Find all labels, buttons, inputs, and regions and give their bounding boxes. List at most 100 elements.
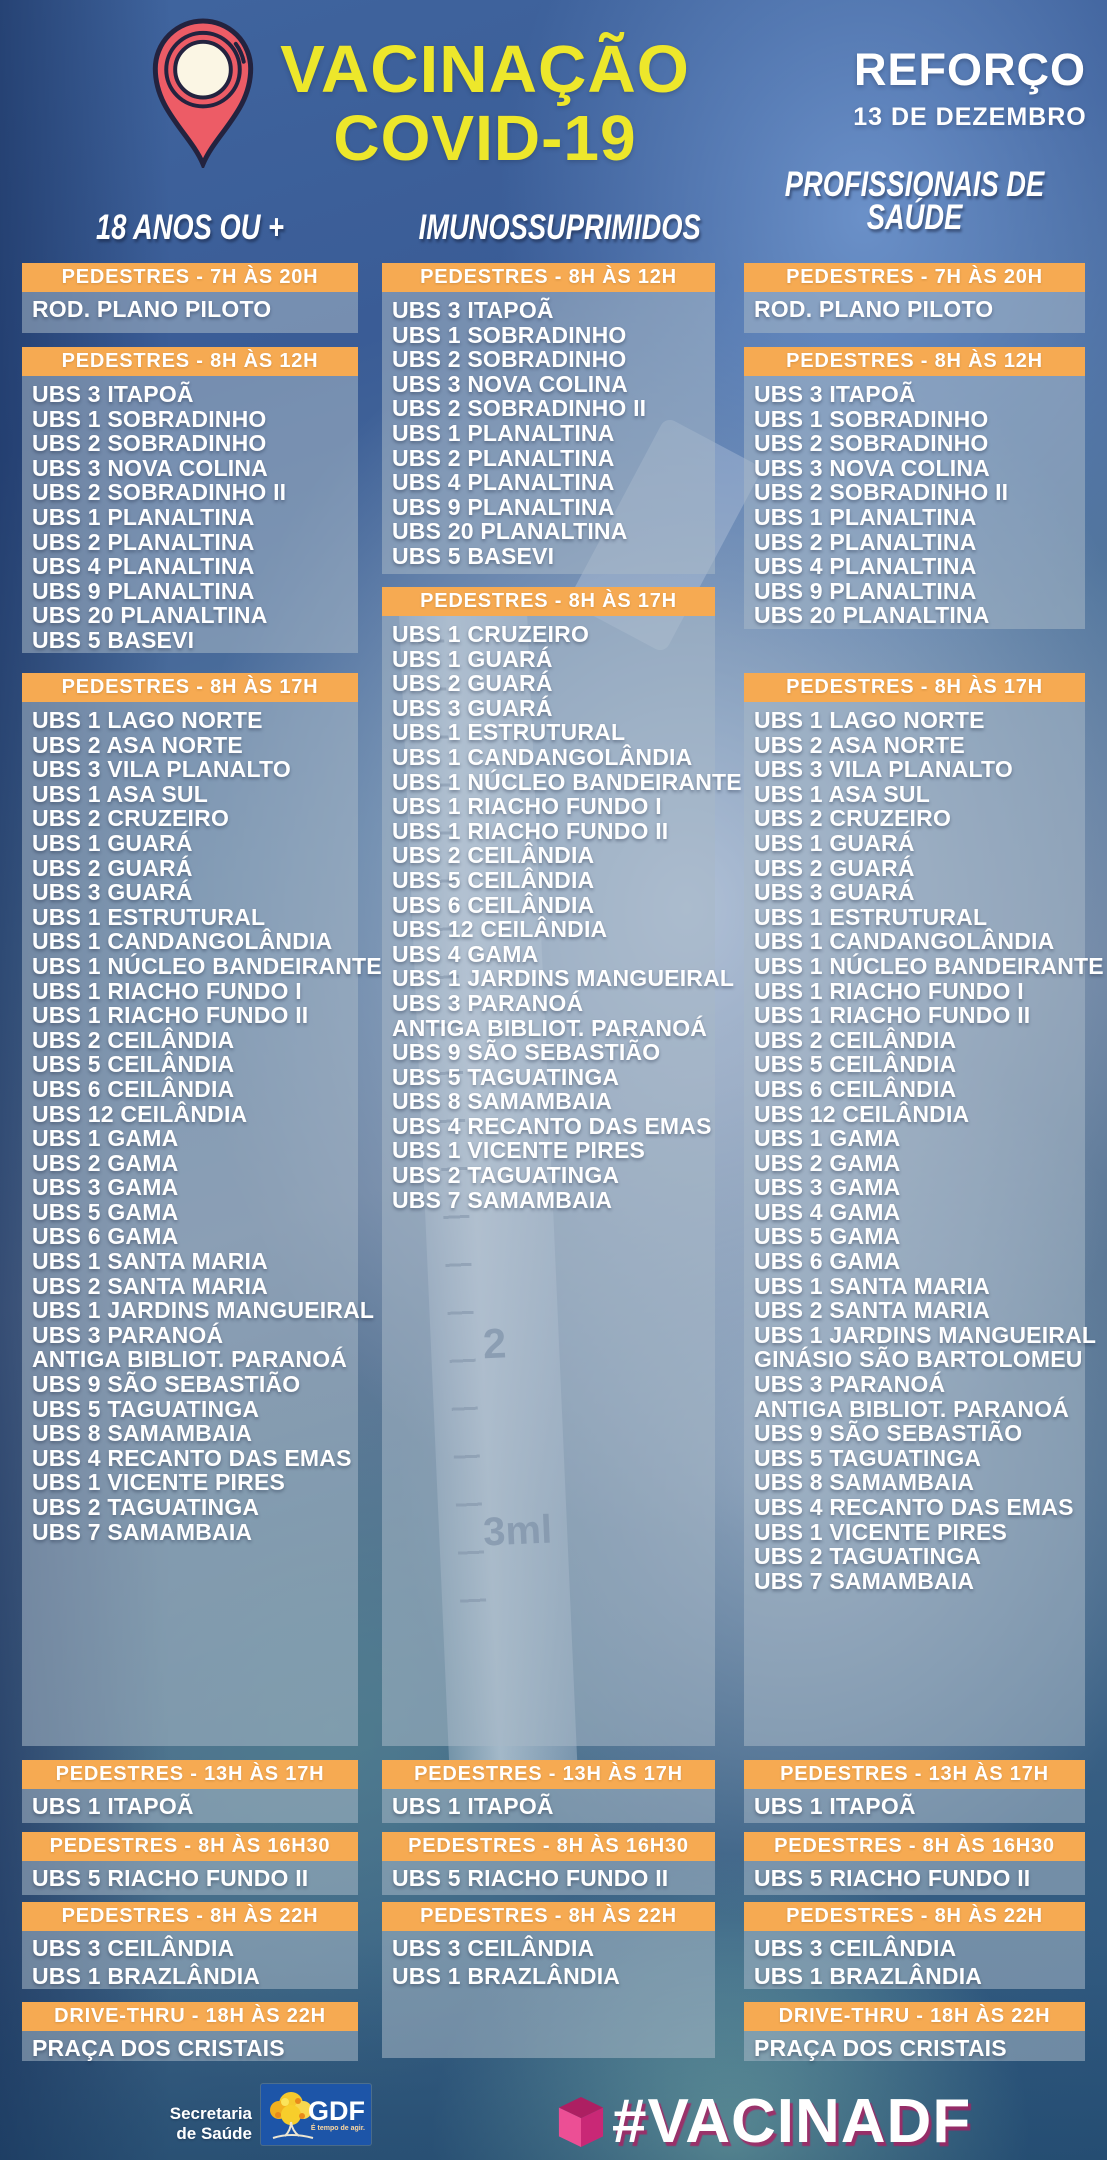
location-item: UBS 2 TAGUATINGA xyxy=(392,1162,620,1189)
location-list: UBS 3 ITAPOÃ UBS 1 SOBRADINHO UBS 2 SOBRAD… xyxy=(382,292,715,569)
location-item: UBS 5 TAGUATINGA xyxy=(32,1395,260,1422)
location-item: UBS 3 CEILÂNDIA xyxy=(754,1935,957,1961)
location-item: UBS 1 ESTRUTURAL xyxy=(754,903,988,930)
location-item: UBS 4 RECANTO DAS EMAS xyxy=(32,1444,352,1471)
location-item: UBS 3 GUARÁ xyxy=(392,694,553,721)
schedule-header-bar: PEDESTRES - 8H ÀS 16H30 xyxy=(744,1832,1085,1861)
location-item: UBS 2 TAGUATINGA xyxy=(32,1494,260,1520)
location-item: UBS 1 JARDINS MANGUEIRAL xyxy=(32,1297,375,1324)
schedule-header-bar: DRIVE-THRU - 18H ÀS 22H xyxy=(744,2002,1085,2031)
location-item: UBS 3 GUARÁ xyxy=(754,879,915,906)
location-item: UBS 5 CEILÂNDIA xyxy=(32,1051,235,1078)
location-item: UBS 3 ITAPOÃ xyxy=(392,297,554,323)
schedule-header-bar: PEDESTRES - 8H ÀS 12H xyxy=(744,347,1085,376)
location-item: UBS 5 CEILÂNDIA xyxy=(754,1051,957,1078)
page-title: VACINAÇÃO COVID-19 xyxy=(250,36,720,173)
location-list: UBS 3 ITAPOÃ UBS 1 SOBRADINHO UBS 2 SOBRAD… xyxy=(744,376,1085,628)
location-item: UBS 5 BASEVI xyxy=(392,542,555,569)
map-pin-icon xyxy=(152,18,254,168)
schedule-panel: UBS 1 ITAPOÃ xyxy=(382,1789,715,1823)
location-item: UBS 1 ESTRUTURAL xyxy=(32,903,266,930)
location-item: UBS 1 GUARÁ xyxy=(754,829,915,856)
schedule-header-bar: PEDESTRES - 13H ÀS 17H xyxy=(22,1760,358,1789)
location-item: UBS 3 CEILÂNDIA xyxy=(32,1935,235,1961)
location-item: UBS 7 SAMAMBAIA xyxy=(32,1518,253,1545)
location-item: UBS 9 SÃO SEBASTIÃO xyxy=(32,1371,301,1398)
location-item: UBS 1 VICENTE PIRES xyxy=(754,1518,1008,1545)
location-item: UBS 4 RECANTO DAS EMAS xyxy=(392,1112,712,1139)
location-item: UBS 1 GAMA xyxy=(32,1125,179,1152)
location-item: UBS 2 CEILÂNDIA xyxy=(32,1026,235,1053)
gdf-tagline: É tempo de agir. xyxy=(310,2125,365,2132)
location-item: UBS 1 RIACHO FUNDO I xyxy=(392,793,662,820)
schedule-panel: UBS 1 LAGO NORTE UBS 2 ASA NORTE UBS 3 VIL… xyxy=(22,702,382,1746)
location-item: UBS 2 CEILÂNDIA xyxy=(392,842,595,869)
location-item: UBS 1 GAMA xyxy=(754,1125,901,1152)
location-item: UBS 3 VILA PLANALTO xyxy=(754,756,1013,783)
location-item: UBS 20 PLANALTINA xyxy=(754,602,990,629)
location-list: UBS 5 RIACHO FUNDO II xyxy=(22,1861,358,1892)
location-item: ANTIGA BIBLIOT. PARANOÁ xyxy=(392,1014,708,1041)
location-item: UBS 3 GAMA xyxy=(754,1174,901,1201)
location-item: UBS 2 SOBRADINHO xyxy=(32,430,267,457)
vacinadf-cube-icon xyxy=(558,2097,604,2147)
schedule-panel: UBS 3 CEILÂNDIA UBS 1 BRAZLÂNDIA xyxy=(22,1931,358,1989)
location-list: UBS 3 CEILÂNDIA UBS 1 BRAZLÂNDIA xyxy=(22,1931,358,1990)
location-item: UBS 1 JARDINS MANGUEIRAL xyxy=(754,1321,1097,1348)
schedule-panel: ROD. PLANO PILOTO xyxy=(744,292,1085,333)
schedule-panel: UBS 3 ITAPOÃ UBS 1 SOBRADINHO UBS 2 SOBRAD… xyxy=(744,376,1085,629)
location-item: UBS 9 PLANALTINA xyxy=(754,577,977,604)
location-item: UBS 2 ASA NORTE xyxy=(32,731,243,758)
location-item: UBS 2 GAMA xyxy=(754,1149,901,1176)
location-item: UBS 4 GAMA xyxy=(392,940,539,967)
location-item: UBS 1 NÚCLEO BANDEIRANTE xyxy=(32,952,382,979)
location-item: UBS 1 BRAZLÂNDIA xyxy=(392,1963,621,1989)
location-item: UBS 2 SOBRADINHO II xyxy=(754,479,1009,506)
schedule-header-bar: PEDESTRES - 8H ÀS 12H xyxy=(22,347,358,376)
location-list: UBS 3 ITAPOÃ UBS 1 SOBRADINHO UBS 2 SOBRAD… xyxy=(22,376,358,653)
secretaria-line2: de Saúde xyxy=(176,2124,252,2143)
location-item: UBS 2 PLANALTINA xyxy=(32,528,255,555)
location-item: UBS 8 SAMAMBAIA xyxy=(392,1088,613,1115)
location-list: UBS 1 ITAPOÃ xyxy=(744,1789,1085,1820)
location-item: UBS 20 PLANALTINA xyxy=(32,602,268,629)
location-item: UBS 3 CEILÂNDIA xyxy=(392,1935,595,1961)
location-item: UBS 3 GAMA xyxy=(32,1174,179,1201)
location-item: UBS 1 RIACHO FUNDO I xyxy=(754,977,1024,1004)
location-item: UBS 2 TAGUATINGA xyxy=(754,1543,982,1570)
location-list: UBS 5 RIACHO FUNDO II xyxy=(744,1861,1085,1892)
location-item: UBS 1 PLANALTINA xyxy=(754,503,977,530)
location-item: UBS 4 RECANTO DAS EMAS xyxy=(754,1494,1074,1520)
schedule-header-bar: PEDESTRES - 7H ÀS 20H xyxy=(22,263,358,292)
schedule-panel: UBS 3 ITAPOÃ UBS 1 SOBRADINHO UBS 2 SOBRAD… xyxy=(22,376,358,653)
location-item: UBS 8 SAMAMBAIA xyxy=(754,1469,975,1496)
location-item: UBS 2 CRUZEIRO xyxy=(754,805,952,832)
location-list: UBS 5 RIACHO FUNDO II xyxy=(382,1861,715,1892)
column-title-18-anos: 18 ANOS OU + xyxy=(96,208,284,247)
location-item: UBS 2 GUARÁ xyxy=(392,670,553,697)
location-item: UBS 1 NÚCLEO BANDEIRANTE xyxy=(754,952,1104,979)
location-list: PRAÇA DOS CRISTAIS xyxy=(744,2031,1085,2062)
dose-badge-date: 13 DE DEZEMBRO xyxy=(853,103,1087,131)
gdf-logo: GDF É tempo de agir. xyxy=(261,2084,371,2145)
schedule-header-bar: PEDESTRES - 13H ÀS 17H xyxy=(744,1760,1085,1789)
location-item: UBS 12 CEILÂNDIA xyxy=(754,1100,970,1127)
location-item: UBS 1 ITAPOÃ xyxy=(32,1793,194,1819)
location-item: UBS 7 SAMAMBAIA xyxy=(754,1567,975,1594)
location-item: UBS 3 ITAPOÃ xyxy=(754,381,916,407)
location-item: UBS 2 CEILÂNDIA xyxy=(754,1026,957,1053)
location-item: UBS 4 PLANALTINA xyxy=(754,553,977,580)
location-item: UBS 3 PARANOÁ xyxy=(392,989,584,1016)
schedule-header-bar: PEDESTRES - 8H ÀS 16H30 xyxy=(22,1832,358,1861)
location-item: UBS 5 TAGUATINGA xyxy=(392,1063,620,1090)
schedule-header-bar: PEDESTRES - 8H ÀS 16H30 xyxy=(382,1832,715,1861)
location-item: UBS 1 SANTA MARIA xyxy=(754,1272,990,1299)
location-item: UBS 1 ASA SUL xyxy=(32,780,208,807)
location-list: UBS 3 CEILÂNDIA UBS 1 BRAZLÂNDIA xyxy=(382,1931,715,1990)
schedule-panel: PRAÇA DOS CRISTAIS xyxy=(744,2031,1085,2061)
schedule-panel: UBS 1 CRUZEIRO UBS 1 GUARÁ UBS 2 GUARÁ UBS … xyxy=(382,616,742,1746)
schedule-header-bar: PEDESTRES - 8H ÀS 12H xyxy=(382,263,715,292)
location-item: UBS 2 GUARÁ xyxy=(32,854,193,881)
location-item: UBS 9 PLANALTINA xyxy=(32,577,255,604)
dose-badge-title: REFORÇO xyxy=(854,44,1086,95)
